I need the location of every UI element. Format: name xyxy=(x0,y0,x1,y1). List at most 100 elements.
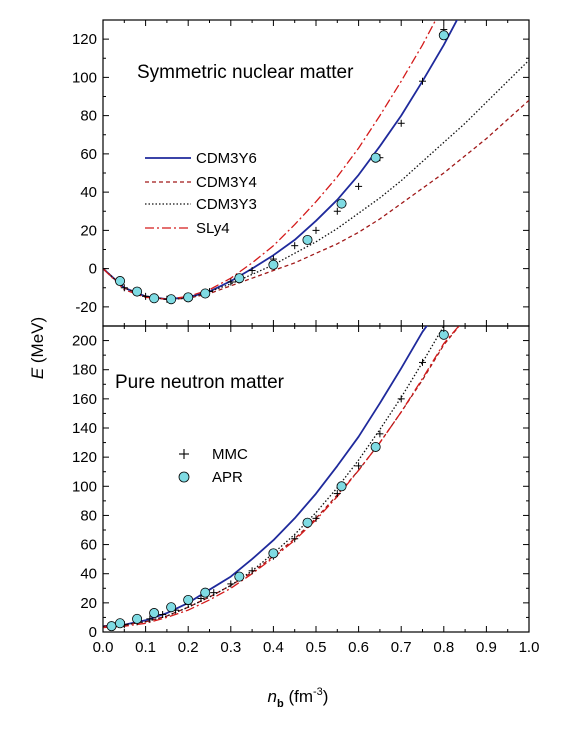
bottom-cdm3y4-line xyxy=(103,326,461,627)
top-y-tick-label: 120 xyxy=(72,31,97,48)
top-y-tick-label: 20 xyxy=(80,222,97,239)
x-tick-label: 0.7 xyxy=(391,639,412,656)
bottom-y-tick-label: 0 xyxy=(89,624,97,641)
top-mmc-point xyxy=(419,77,426,85)
top-legend: CDM3Y6 CDM3Y4 CDM3Y3 SLy4 xyxy=(145,150,257,237)
top-apr-point xyxy=(200,288,211,299)
top-apr-point xyxy=(115,276,126,287)
bottom-axes: 0 20 40 60 80 100 120 140 160 180 200 0.0 0.1 0.2 0.3 0… xyxy=(72,326,539,656)
top-mmc-point xyxy=(291,242,299,250)
bottom-mmc-point xyxy=(397,395,405,403)
top-apr-point xyxy=(302,234,313,245)
top-y-tick-label: 0 xyxy=(89,261,97,278)
x-tick-label: 0.3 xyxy=(220,639,241,656)
bottom-mmc-point xyxy=(210,589,218,597)
bottom-apr-point xyxy=(336,481,347,492)
x-axis-label: nb (fm-3) xyxy=(268,686,329,710)
bottom-y-tick-label: 60 xyxy=(80,537,97,554)
legend-label-cdm3y3: CDM3Y3 xyxy=(196,196,257,213)
bottom-legend: MMC APR xyxy=(178,446,248,486)
bottom-mmc-point xyxy=(376,430,384,438)
top-apr-point xyxy=(132,286,143,297)
legend-label-sly4: SLy4 xyxy=(196,220,230,237)
bottom-apr-point xyxy=(149,608,160,619)
bottom-sly4-line xyxy=(103,326,460,629)
x-tick-label: 0.1 xyxy=(135,639,156,656)
bottom-mmc-point xyxy=(197,594,205,602)
top-y-tick-label: 80 xyxy=(80,108,97,125)
legend-label-cdm3y6: CDM3Y6 xyxy=(196,150,257,167)
legend-label-apr: APR xyxy=(212,469,243,486)
bottom-y-tick-label: 140 xyxy=(72,420,97,437)
top-apr-point xyxy=(149,293,160,304)
bottom-apr-point xyxy=(106,621,117,632)
top-apr-point xyxy=(438,30,449,41)
top-y-tick-label: -20 xyxy=(75,299,97,316)
x-tick-label: 0.0 xyxy=(93,639,114,656)
top-cdm3y3-line xyxy=(103,59,529,300)
top-y-tick-label: 40 xyxy=(80,184,97,201)
bottom-mmc-point xyxy=(419,358,426,366)
bottom-apr-point xyxy=(370,441,381,452)
bottom-y-tick-label: 120 xyxy=(72,449,97,466)
bottom-y-tick-label: 160 xyxy=(72,391,97,408)
bottom-mmc-point xyxy=(159,611,167,619)
legend-marker-mmc xyxy=(179,449,189,459)
bottom-mmc-point xyxy=(291,535,299,543)
bottom-apr-point xyxy=(200,587,211,598)
y-axis-label: E (MeV) xyxy=(28,317,47,379)
bottom-apr-point xyxy=(166,602,177,613)
top-mmc-point xyxy=(248,267,256,275)
top-apr-point xyxy=(268,259,279,270)
x-tick-label: 0.4 xyxy=(263,639,284,656)
bottom-mmc-point xyxy=(312,514,320,522)
top-mmc-point xyxy=(333,207,341,215)
bottom-apr-point xyxy=(268,548,279,559)
legend-marker-apr xyxy=(178,471,190,483)
top-cdm3y6-line xyxy=(103,20,459,301)
top-mmc-point xyxy=(397,119,405,127)
bottom-panel-title: Pure neutron matter xyxy=(115,372,285,393)
bottom-mmc-point xyxy=(248,567,256,575)
top-mmc-point xyxy=(120,284,128,292)
bottom-apr-point xyxy=(302,517,313,528)
top-apr-point xyxy=(166,294,177,305)
x-tick-label: 0.5 xyxy=(306,639,327,656)
bottom-apr-point xyxy=(132,613,143,624)
x-tick-label: 0.8 xyxy=(433,639,454,656)
bottom-y-tick-label: 80 xyxy=(80,507,97,524)
top-apr-point xyxy=(183,292,194,303)
top-y-tick-label: 60 xyxy=(80,146,97,163)
top-apr-point xyxy=(234,273,245,284)
top-mmc-point xyxy=(312,226,320,234)
bottom-cdm3y3-line xyxy=(103,326,445,627)
x-tick-label: 0.2 xyxy=(178,639,199,656)
top-mmc-point xyxy=(355,182,363,190)
bottom-y-tick-label: 20 xyxy=(80,595,97,612)
top-apr-point xyxy=(370,152,381,163)
top-mmc-point xyxy=(227,278,235,286)
legend-label-mmc: MMC xyxy=(212,446,248,463)
top-plot-area xyxy=(103,20,529,305)
bottom-apr-point xyxy=(234,571,245,582)
bottom-plot-area xyxy=(103,326,461,632)
x-tick-label: 0.6 xyxy=(348,639,369,656)
bottom-y-tick-label: 200 xyxy=(72,333,97,350)
top-apr-point xyxy=(336,198,347,209)
bottom-y-tick-label: 40 xyxy=(80,566,97,583)
x-tick-label: 1.0 xyxy=(519,639,540,656)
bottom-mmc-point xyxy=(355,462,363,470)
legend-label-cdm3y4: CDM3Y4 xyxy=(196,174,257,191)
bottom-apr-point xyxy=(183,594,194,605)
top-y-tick-label: 100 xyxy=(72,69,97,86)
top-axes: -20 0 20 40 60 80 100 120 xyxy=(72,20,530,326)
top-panel-title: Symmetric nuclear matter xyxy=(137,62,354,83)
bottom-apr-point xyxy=(115,618,126,629)
x-tick-label: 0.9 xyxy=(476,639,497,656)
bottom-mmc-point xyxy=(333,490,341,498)
bottom-mmc-point xyxy=(227,580,235,588)
top-sly4-line xyxy=(103,20,437,300)
bottom-mmc-point xyxy=(146,615,154,623)
bottom-y-tick-label: 180 xyxy=(72,362,97,379)
